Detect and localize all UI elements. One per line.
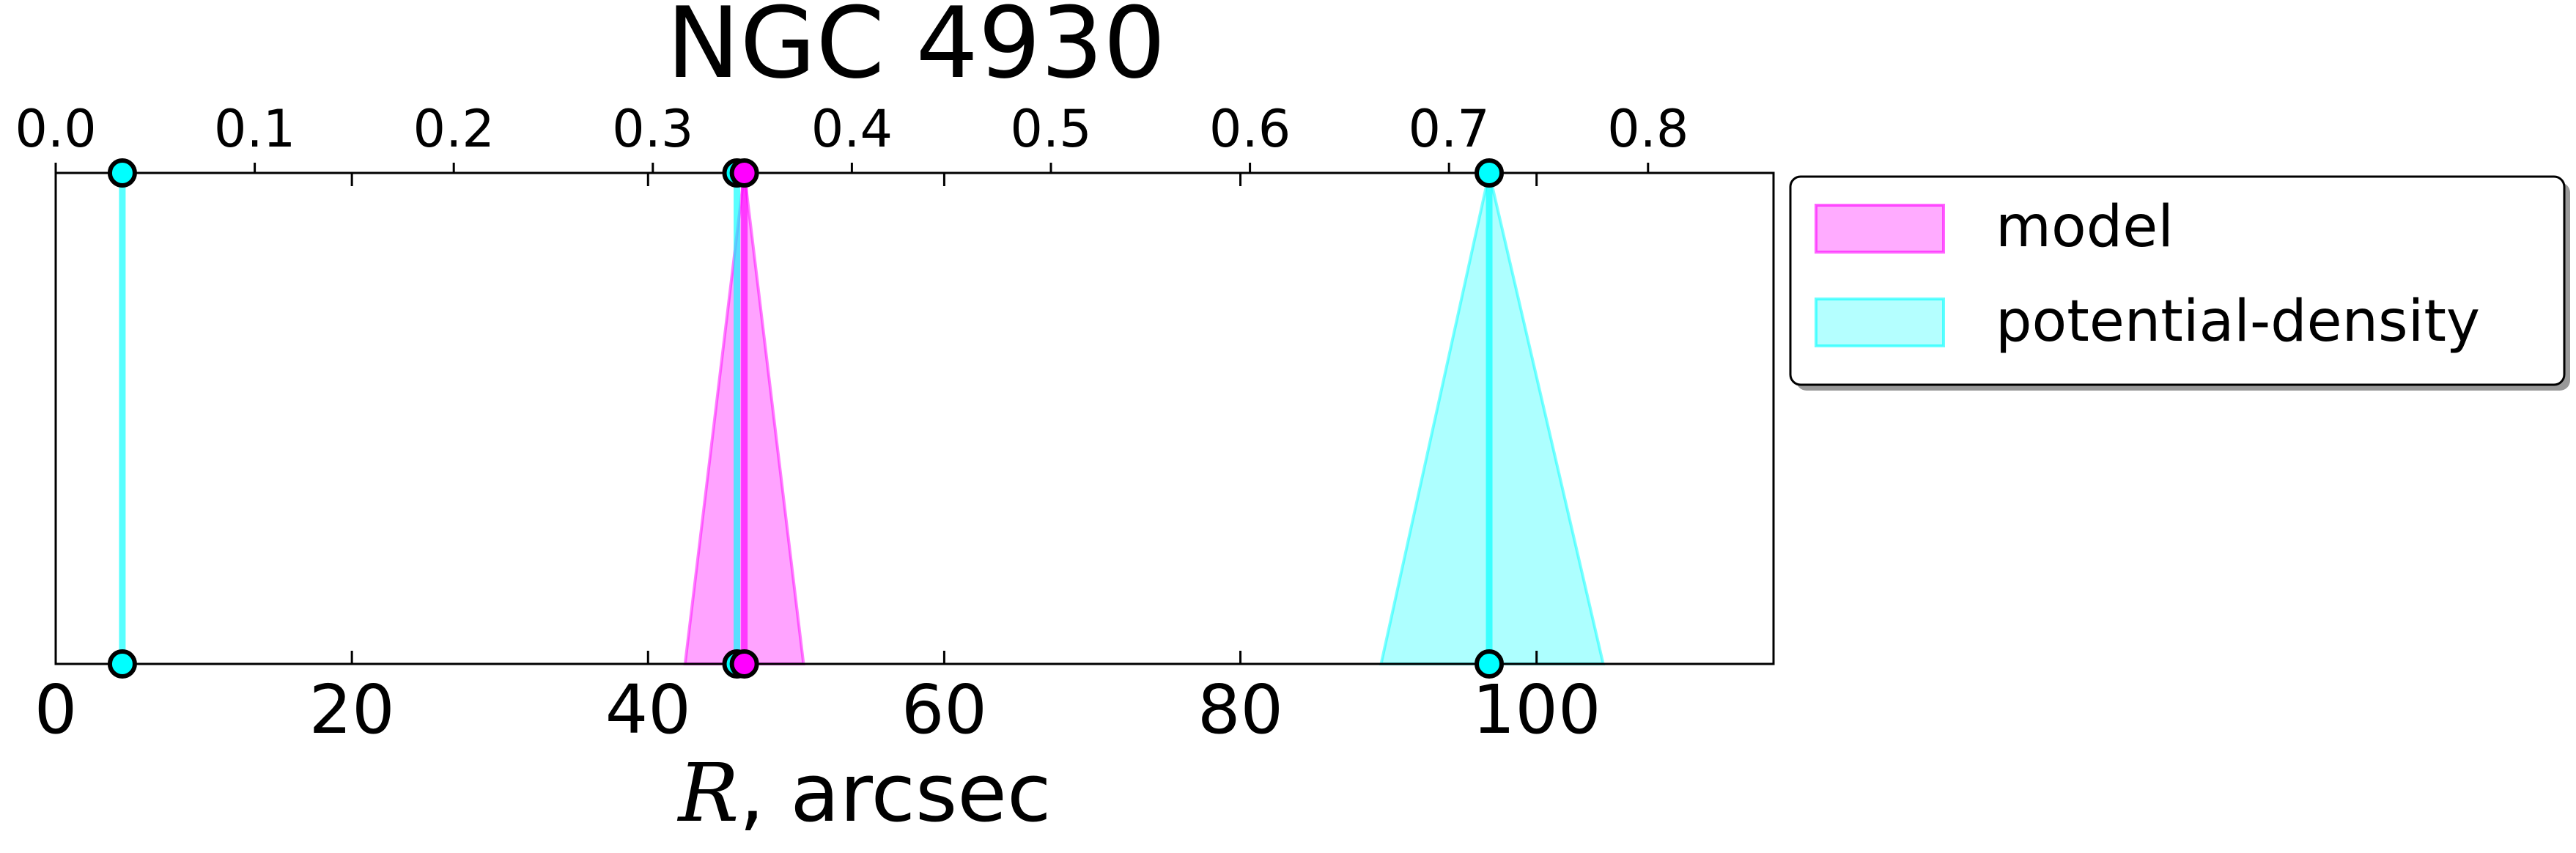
top-tick-label: 0.5 xyxy=(1010,99,1091,159)
legend-box xyxy=(1789,175,2566,386)
marker-top-2 xyxy=(729,158,759,188)
legend-swatch-potential-density xyxy=(1815,298,1945,347)
legend-label-model: model xyxy=(1996,194,2174,260)
top-tick-label: 0.0 xyxy=(15,99,96,159)
chart-title: NGC 4930 xyxy=(666,0,1165,100)
marker-top-3 xyxy=(1475,158,1505,188)
x-axis-ticks: 0 20 40 60 80 100 xyxy=(34,173,1601,749)
marker-top-0 xyxy=(107,158,137,188)
top-tick-label: 0.2 xyxy=(413,99,495,159)
x-axis-label-unit: , arcsec xyxy=(739,746,1051,840)
marker-bottom-0 xyxy=(107,649,137,679)
legend: model potential-density xyxy=(1789,175,2570,391)
x-tick-label: 100 xyxy=(1472,671,1601,749)
top-tick-label: 0.7 xyxy=(1409,99,1490,159)
x-tick-label: 80 xyxy=(1197,671,1283,749)
plot-markers xyxy=(107,158,1505,679)
top-tick-label: 0.4 xyxy=(811,99,893,159)
x-tick-label: 60 xyxy=(901,671,987,749)
top-tick-label: 0.6 xyxy=(1209,99,1291,159)
x-axis-label-symbol: R xyxy=(677,746,739,840)
legend-label-potential-density: potential-density xyxy=(1996,289,2480,355)
legend-swatch-model xyxy=(1815,204,1945,254)
x-tick-label: 20 xyxy=(309,671,395,749)
marker-bottom-2 xyxy=(729,649,759,679)
top-tick-label: 0.1 xyxy=(214,99,295,159)
top-tick-label: 0.8 xyxy=(1607,99,1689,159)
plot-series xyxy=(119,172,1606,665)
x-tick-label: 40 xyxy=(605,671,691,749)
x-axis-label: R, arcsec xyxy=(677,746,1052,840)
marker-bottom-3 xyxy=(1475,649,1505,679)
plot-frame xyxy=(54,171,1775,665)
top-tick-label: 0.3 xyxy=(612,99,693,159)
top-axis-ticks: 0.0 0.1 0.2 0.3 0.4 0.5 0.6 0.7 0.8 xyxy=(15,99,1689,173)
x-tick-label: 0 xyxy=(34,671,78,749)
